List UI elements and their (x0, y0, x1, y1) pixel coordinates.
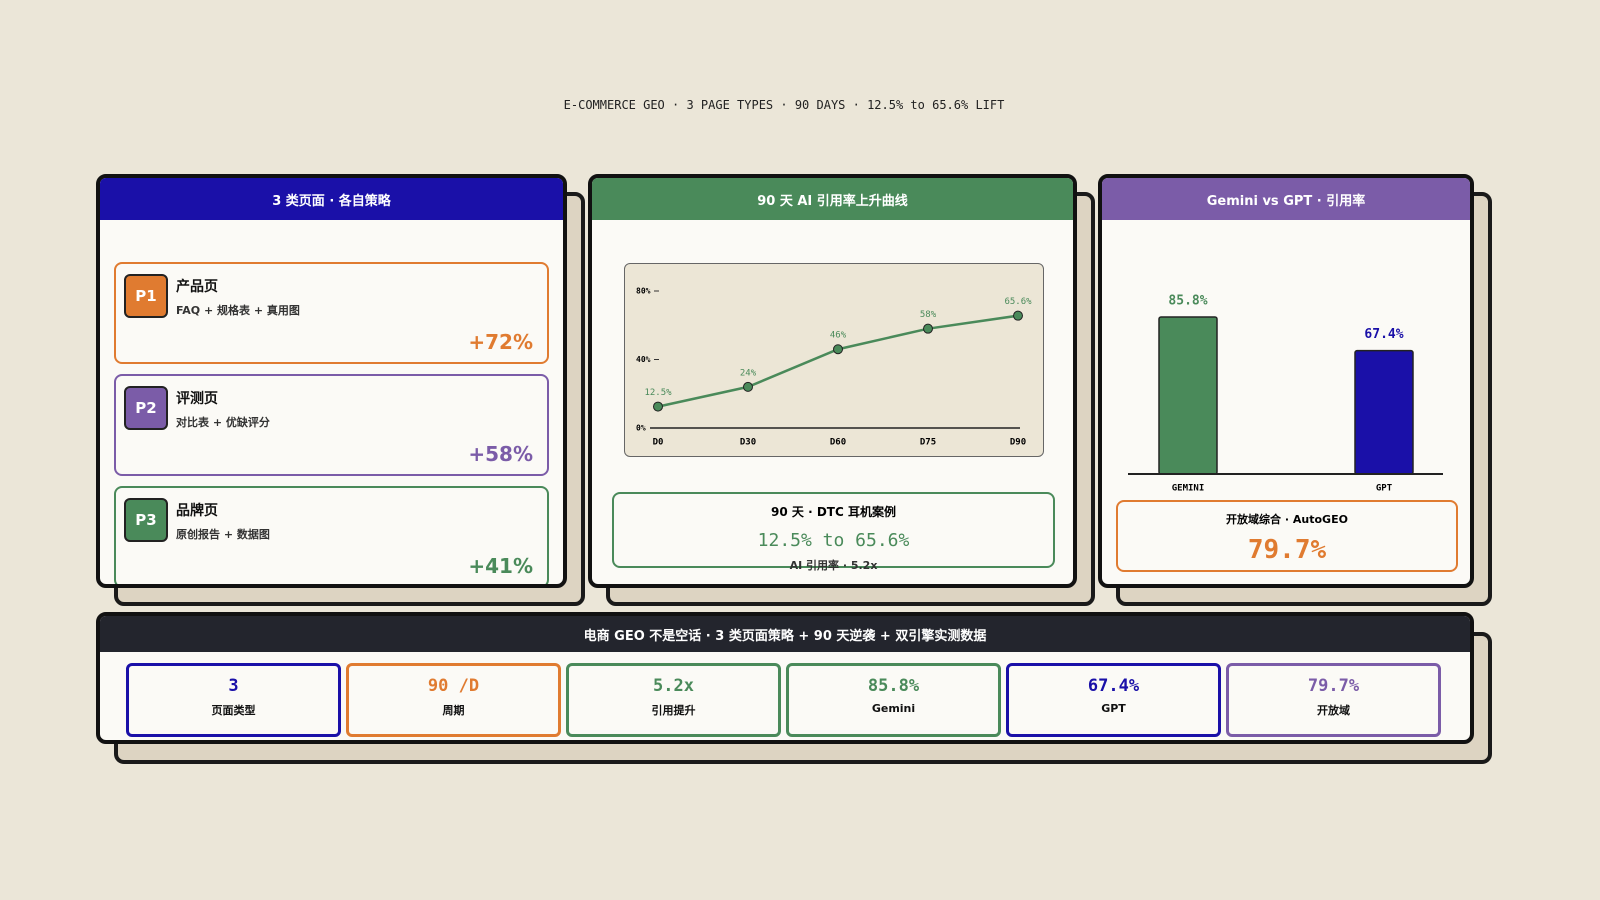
item-lift: +41% (468, 554, 533, 578)
stat-card: 3 页面类型 (126, 663, 341, 737)
header-title: E-COMMERCE GEO · 3 PAGE TYPES · 90 DAYS … (563, 98, 1005, 112)
stat-value: 85.8% (867, 676, 920, 696)
stat-label: 页面类型 (211, 704, 256, 717)
item-name: 产品页 (176, 279, 218, 295)
badge: P3 (124, 498, 168, 542)
stat-card: 67.4% GPT (1006, 663, 1221, 737)
badge: P2 (124, 386, 168, 430)
item-desc: 原创报告 + 数据图 (176, 528, 270, 541)
stat-card: 90 /D 周期 (346, 663, 561, 737)
item-lift: +58% (468, 442, 533, 466)
case-title: 90 天 · DTC 耳机案例 (771, 505, 896, 519)
stat-label: 开放域 (1317, 704, 1350, 717)
stat-label: Gemini (871, 702, 916, 715)
footer-title: 电商 GEO 不是空话 · 3 类页面策略 + 90 天逆袭 + 双引擎实测数据 (100, 616, 1470, 652)
stat-card: 79.7% 开放域 (1226, 663, 1441, 737)
case-box: 90 天 · DTC 耳机案例 12.5% to 65.6% AI 引用率 · … (612, 492, 1055, 572)
stat-label: 引用提升 (651, 704, 696, 717)
summary-value: 79.7% (1247, 535, 1327, 565)
stat-value: 79.7% (1307, 676, 1360, 696)
stat-label: 周期 (442, 704, 465, 717)
curve-panel: 90 天 AI 引用率上升曲线 90 天 · DTC 耳机案例 12.5% to… (588, 174, 1077, 588)
stat-value: 3 (228, 676, 239, 696)
summary-label: 开放域综合 · AutoGEO (1226, 513, 1348, 526)
strategy-item: P1 产品页 FAQ + 规格表 + 真用图 +72% (114, 262, 549, 364)
strategy-panel: 3 类页面 · 各自策略 P1 产品页 FAQ + 规格表 + 真用图 +72% P2 评… (96, 174, 567, 588)
item-lift: +72% (468, 330, 533, 354)
stat-value: 67.4% (1087, 676, 1140, 696)
footer-panel: 电商 GEO 不是空话 · 3 类页面策略 + 90 天逆袭 + 双引擎实测数据… (96, 612, 1474, 744)
strategy-item: P2 评测页对比表 + 优缺评分 +58% (114, 374, 549, 476)
compare-panel: Gemini vs GPT · 引用率 开放域综合 · AutoGEO 79.7… (1098, 174, 1474, 588)
stat-value: 90 /D (427, 676, 480, 696)
item-desc: 对比表 + 优缺评分 (176, 416, 270, 429)
item-desc: FAQ + 规格表 + 真用图 (176, 304, 300, 317)
case-value: 12.5% to 65.6% (757, 530, 910, 551)
stat-card: 5.2x 引用提升 (566, 663, 781, 737)
panel-title: 90 天 AI 引用率上升曲线 (592, 178, 1073, 220)
case-note: AI 引用率 · 5.2x (789, 559, 878, 572)
stat-label: GPT (1101, 702, 1126, 715)
badge: P1 (124, 274, 168, 318)
panel-title: Gemini vs GPT · 引用率 (1102, 178, 1470, 220)
summary-box: 开放域综合 · AutoGEO 79.7% (1116, 500, 1458, 572)
strategy-item: P3 品牌页原创报告 + 数据图 +41% (114, 486, 549, 584)
stat-value: 5.2x (653, 676, 694, 696)
panel-title: 3 类页面 · 各自策略 (100, 178, 563, 220)
plot-area (624, 263, 1044, 457)
item-name: 评测页 (176, 391, 218, 407)
stat-card: 85.8% Gemini (786, 663, 1001, 737)
item-name: 品牌页 (176, 503, 218, 519)
